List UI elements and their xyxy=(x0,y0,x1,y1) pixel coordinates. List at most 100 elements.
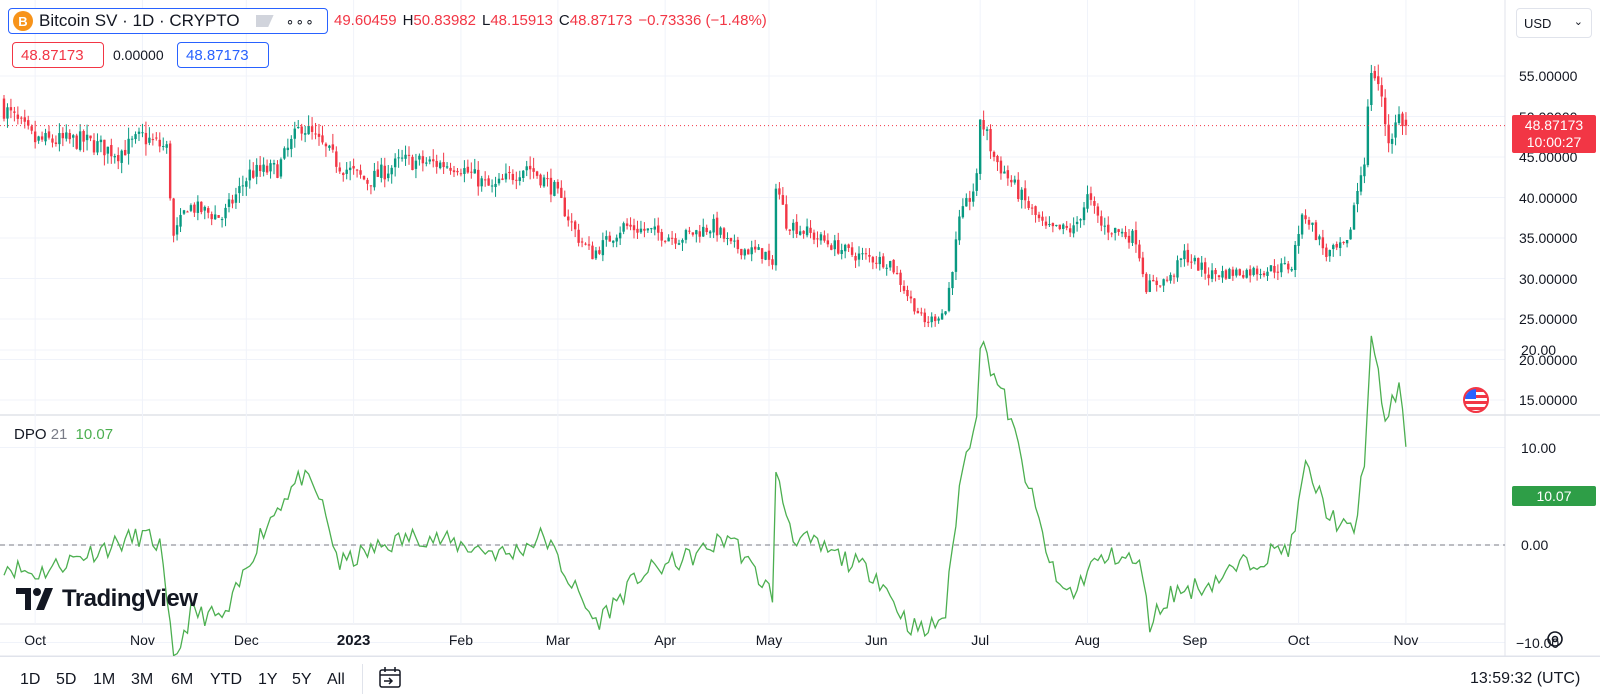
candle-body xyxy=(1068,228,1072,233)
candle-body xyxy=(629,224,632,227)
candle-body xyxy=(1117,229,1120,232)
candle-body xyxy=(1186,249,1190,263)
low-value: 48.15913 xyxy=(490,12,553,29)
candle-body xyxy=(366,179,369,184)
candle-body xyxy=(684,230,688,240)
candle-body xyxy=(888,261,892,268)
symbol-title[interactable]: Bitcoin SV · 1D · CRYPTO xyxy=(39,11,240,30)
price-axis-label: 40.00000 xyxy=(1519,189,1578,206)
candle-body xyxy=(1203,262,1207,274)
us-flag-icon[interactable] xyxy=(1463,387,1489,413)
candle-body xyxy=(1200,262,1203,270)
candle-body xyxy=(653,226,656,230)
candle-body xyxy=(868,254,871,257)
tradingview-logo[interactable]: TradingView xyxy=(16,585,198,613)
candle-body xyxy=(477,169,480,187)
candle-body xyxy=(968,198,971,202)
candle-body xyxy=(719,227,722,235)
chart-grid xyxy=(0,0,1600,657)
range-button-all[interactable]: All xyxy=(327,671,345,688)
candle-body xyxy=(213,214,217,220)
candle-body xyxy=(217,215,220,218)
candle-body xyxy=(9,107,13,111)
spread-value: 0.00000 xyxy=(113,47,164,63)
candle-body xyxy=(594,250,598,259)
candle-body xyxy=(643,228,646,231)
symbol-info[interactable]: B Bitcoin SV · 1D · CRYPTO ∘∘∘ xyxy=(8,8,328,34)
candle-body xyxy=(1107,224,1110,233)
calendar-goto-icon[interactable] xyxy=(378,667,402,689)
change-value: −0.73336 (−1.48%) xyxy=(638,12,767,29)
candle-body xyxy=(20,117,23,119)
range-button-5d[interactable]: 5D xyxy=(56,671,77,688)
dpo-legend[interactable]: DPO 21 10.07 xyxy=(14,426,113,443)
candle-body xyxy=(314,133,317,135)
candle-body xyxy=(113,156,116,158)
candle-body xyxy=(130,138,134,140)
candle-body xyxy=(1228,268,1231,279)
candles xyxy=(0,64,1505,328)
candle-body xyxy=(927,321,930,323)
candle-body xyxy=(40,136,44,140)
candle-body xyxy=(788,229,791,231)
candle-body xyxy=(276,164,279,178)
more-dots-icon[interactable]: ∘∘∘ xyxy=(285,12,315,29)
range-button-ytd[interactable]: YTD xyxy=(210,671,242,688)
gear-icon[interactable] xyxy=(1545,629,1565,649)
flag-icon[interactable] xyxy=(255,15,274,27)
candle-body xyxy=(425,162,428,164)
candle-body xyxy=(483,179,487,181)
candle-body xyxy=(1269,265,1273,272)
candle-body xyxy=(1058,224,1061,230)
candle-body xyxy=(760,248,764,259)
range-button-1m[interactable]: 1M xyxy=(93,671,116,688)
candle-body xyxy=(418,155,421,160)
candle-body xyxy=(612,240,615,243)
candle-body xyxy=(501,178,504,180)
candle-body xyxy=(618,232,622,239)
candle-body xyxy=(168,143,172,199)
candle-body xyxy=(1221,270,1224,278)
candle-body xyxy=(992,151,996,157)
candle-body xyxy=(539,174,542,186)
range-button-1d[interactable]: 1D xyxy=(20,671,41,688)
candle-body xyxy=(172,198,175,236)
range-button-3m[interactable]: 3M xyxy=(131,671,154,688)
sell-button[interactable]: 48.87173 xyxy=(12,42,104,68)
candle-body xyxy=(708,231,712,234)
candle-body xyxy=(369,185,373,187)
candle-body xyxy=(61,133,65,139)
range-button-6m[interactable]: 6M xyxy=(171,671,194,688)
candle-body xyxy=(331,144,335,150)
candle-body xyxy=(470,171,473,173)
dpo-name: DPO xyxy=(14,426,47,443)
candle-body xyxy=(975,173,978,191)
candle-body xyxy=(740,248,743,256)
candle-body xyxy=(47,131,51,138)
candle-body xyxy=(383,165,386,180)
candle-body xyxy=(1359,175,1363,192)
currency-select[interactable]: USD ⌄ xyxy=(1516,8,1592,38)
low-label: L xyxy=(482,12,491,29)
dpo-value-tag: 10.07 xyxy=(1512,486,1596,506)
candle-body xyxy=(715,217,719,236)
month-label: Jul xyxy=(971,632,990,648)
candle-body xyxy=(411,156,414,171)
candle-body xyxy=(535,171,539,176)
candle-body xyxy=(421,156,425,164)
month-label: Jun xyxy=(865,632,888,648)
candle-body xyxy=(1110,233,1113,235)
candle-body xyxy=(577,229,580,243)
range-button-1y[interactable]: 1Y xyxy=(258,671,278,688)
range-button-5y[interactable]: 5Y xyxy=(292,671,312,688)
utc-clock[interactable]: 13:59:32 (UTC) xyxy=(1470,670,1581,687)
candle-body xyxy=(781,195,785,205)
buy-button[interactable]: 48.87173 xyxy=(177,42,269,68)
candle-body xyxy=(805,226,809,236)
candle-body xyxy=(1030,207,1034,209)
candle-body xyxy=(864,253,868,255)
candle-body xyxy=(1096,206,1100,216)
candle-body xyxy=(1304,215,1307,220)
candle-body xyxy=(663,240,667,242)
